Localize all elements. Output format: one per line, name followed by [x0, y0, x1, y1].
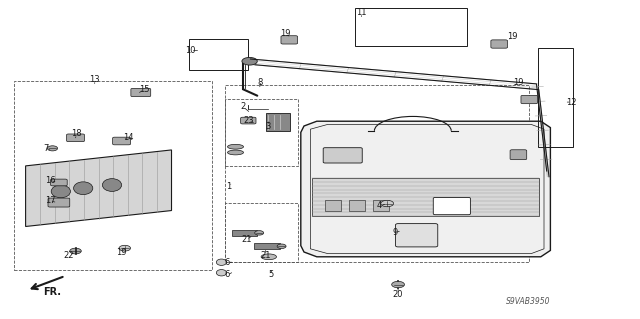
- Text: 17: 17: [45, 197, 55, 205]
- Text: 22: 22: [64, 251, 74, 260]
- Text: 19: 19: [116, 248, 127, 256]
- Text: 18: 18: [72, 130, 82, 138]
- Ellipse shape: [102, 179, 122, 191]
- Text: 11: 11: [356, 8, 367, 17]
- Bar: [225, 85, 529, 262]
- Text: 19: 19: [280, 29, 291, 38]
- Text: 14: 14: [123, 133, 133, 142]
- FancyBboxPatch shape: [521, 95, 538, 104]
- Bar: [14, 81, 212, 270]
- Text: 15: 15: [139, 85, 149, 94]
- FancyBboxPatch shape: [323, 148, 362, 163]
- Ellipse shape: [51, 185, 70, 198]
- Text: 4: 4: [377, 201, 382, 210]
- Text: 5: 5: [269, 271, 274, 279]
- Polygon shape: [301, 121, 550, 257]
- Bar: [225, 99, 298, 166]
- Ellipse shape: [216, 270, 227, 276]
- Circle shape: [119, 245, 131, 251]
- FancyBboxPatch shape: [491, 40, 508, 48]
- Text: FR.: FR.: [44, 287, 61, 297]
- Text: 19: 19: [513, 78, 524, 87]
- Ellipse shape: [216, 259, 227, 265]
- FancyBboxPatch shape: [131, 88, 151, 97]
- Text: 10: 10: [186, 46, 196, 55]
- Bar: [373, 200, 389, 211]
- Text: 12: 12: [566, 98, 577, 107]
- Bar: [355, 8, 467, 46]
- Bar: [349, 200, 365, 211]
- Text: S9VAB3950: S9VAB3950: [506, 297, 550, 306]
- Bar: [225, 203, 298, 262]
- FancyBboxPatch shape: [281, 36, 298, 44]
- Text: 23: 23: [243, 116, 253, 125]
- Text: 21: 21: [260, 251, 271, 260]
- Text: 16: 16: [45, 176, 55, 185]
- FancyBboxPatch shape: [510, 150, 527, 160]
- Text: 3: 3: [265, 122, 270, 130]
- Text: 13: 13: [90, 75, 100, 84]
- Ellipse shape: [228, 144, 243, 149]
- Text: 21: 21: [241, 235, 252, 244]
- Polygon shape: [26, 150, 172, 226]
- FancyBboxPatch shape: [67, 134, 84, 142]
- Circle shape: [277, 244, 286, 249]
- Text: 1: 1: [227, 182, 232, 191]
- Text: 7: 7: [44, 144, 49, 153]
- Ellipse shape: [261, 254, 276, 260]
- Ellipse shape: [228, 150, 243, 155]
- Ellipse shape: [74, 182, 93, 195]
- Circle shape: [255, 231, 264, 235]
- Bar: [254, 243, 280, 249]
- Circle shape: [381, 200, 394, 207]
- Text: 6: 6: [225, 258, 230, 267]
- FancyBboxPatch shape: [51, 179, 67, 186]
- FancyBboxPatch shape: [48, 198, 70, 207]
- Bar: [312, 178, 539, 216]
- Circle shape: [392, 281, 404, 288]
- Text: 6: 6: [225, 271, 230, 279]
- FancyBboxPatch shape: [396, 224, 438, 247]
- Text: 8: 8: [257, 78, 262, 87]
- Bar: [232, 230, 257, 236]
- Text: 19: 19: [507, 32, 517, 41]
- Text: 2: 2: [241, 102, 246, 111]
- Text: 9: 9: [392, 228, 397, 237]
- Bar: [189, 39, 248, 70]
- FancyBboxPatch shape: [113, 137, 131, 145]
- Circle shape: [47, 146, 58, 151]
- Bar: [266, 113, 290, 131]
- Bar: [325, 200, 341, 211]
- FancyBboxPatch shape: [433, 197, 470, 215]
- FancyBboxPatch shape: [241, 117, 256, 124]
- Circle shape: [242, 57, 257, 65]
- Text: 20: 20: [393, 290, 403, 299]
- Bar: [538, 48, 573, 147]
- Circle shape: [70, 248, 81, 254]
